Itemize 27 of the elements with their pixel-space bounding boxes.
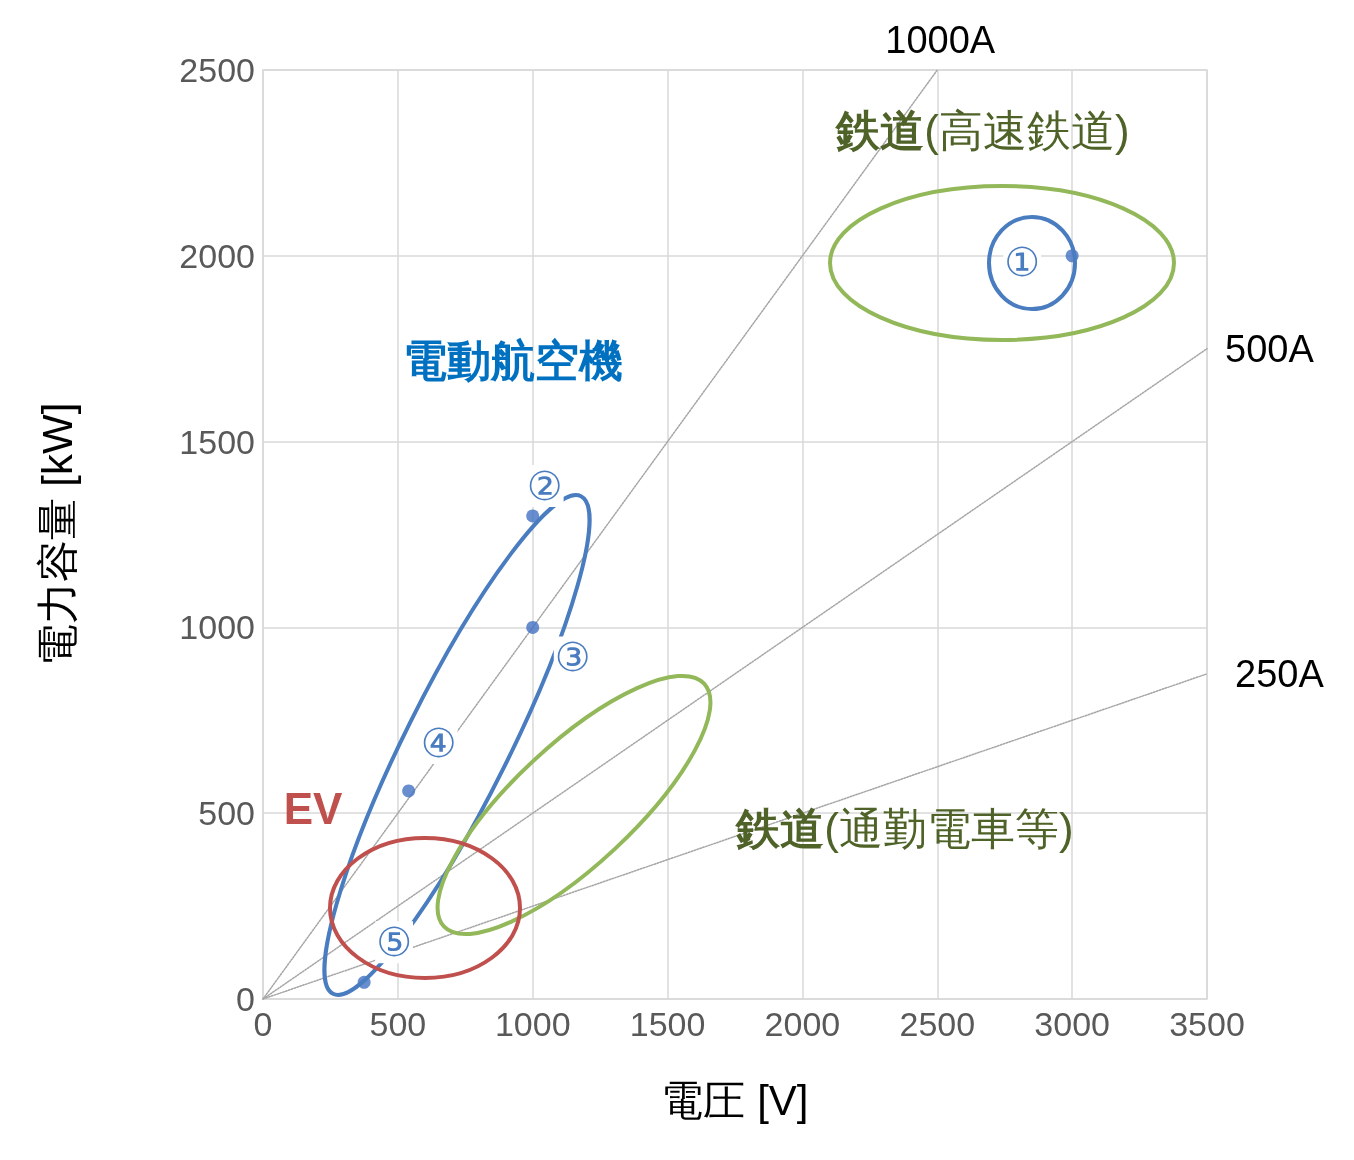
- y-axis-title: 電力容量 [kW]: [33, 402, 81, 667]
- annotation: 鉄道(高速鉄道): [835, 105, 1130, 155]
- x-tick-label: 1500: [629, 1005, 706, 1043]
- annotation: 鉄道(通勤電車等): [735, 803, 1074, 853]
- series-label: 250A: [1235, 652, 1325, 695]
- y-tick-label: 1500: [179, 422, 255, 461]
- y-tick-label: 0: [236, 980, 255, 1018]
- annotation: ⑤: [376, 920, 413, 965]
- y-tick-label: 1000: [179, 608, 255, 647]
- annotation: ④: [420, 720, 457, 765]
- y-tick-label: 500: [198, 794, 255, 833]
- x-tick-label: 2500: [899, 1005, 976, 1043]
- x-tick-label: 500: [369, 1005, 427, 1043]
- annotation: 電動航空機: [403, 335, 623, 385]
- y-tick-label: 2500: [179, 51, 255, 89]
- x-tick-label: 2000: [764, 1005, 841, 1043]
- annotation: ①: [1004, 239, 1041, 284]
- x-tick-label: 3000: [1034, 1005, 1110, 1043]
- series-label: 1000A: [885, 19, 996, 61]
- annotation: EV: [283, 783, 343, 833]
- series-label: 500A: [1225, 327, 1315, 370]
- y-tick-label: 2000: [179, 236, 255, 275]
- annotation: ③: [554, 635, 591, 680]
- x-tick-label: 1000: [494, 1005, 571, 1043]
- x-tick-label: 3500: [1169, 1005, 1245, 1043]
- annotation: ②: [526, 463, 563, 508]
- x-axis-title: 電圧 [V]: [661, 1076, 809, 1124]
